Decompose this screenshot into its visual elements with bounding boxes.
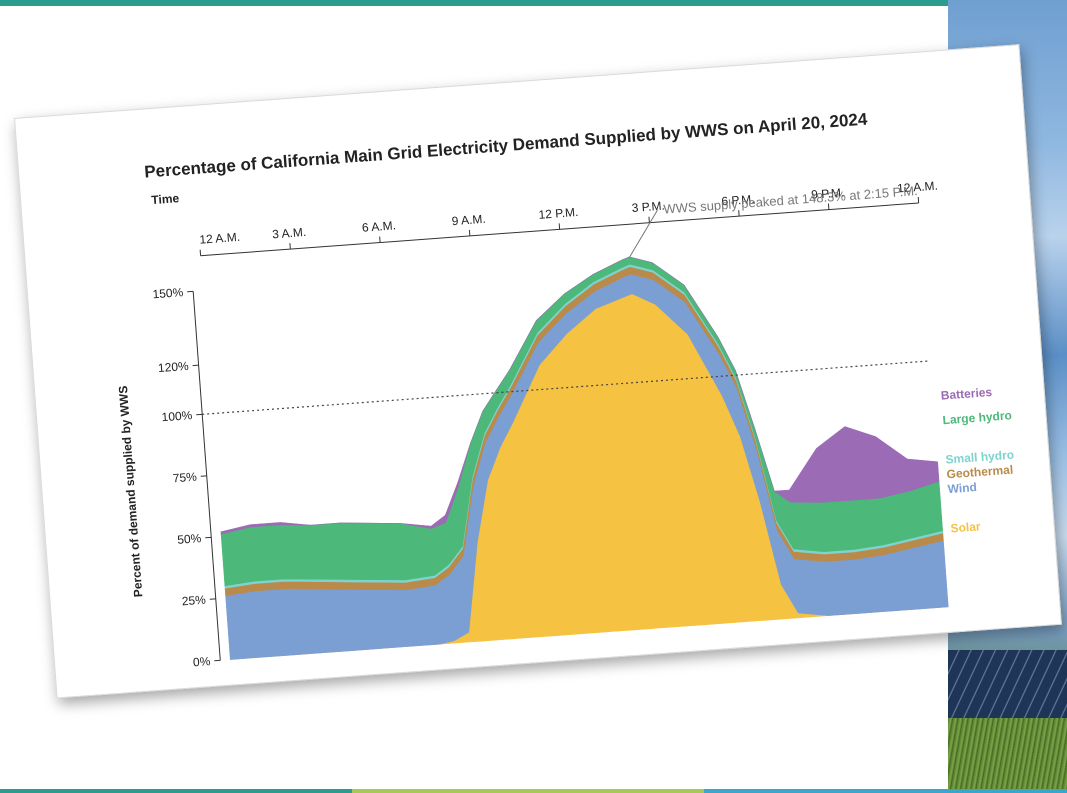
- solar-panel-image: [948, 650, 1067, 720]
- legend-label-geothermal: Geothermal: [946, 463, 1014, 482]
- x-tick-label: 12 P.M.: [538, 205, 579, 222]
- legend-label-solar: Solar: [950, 519, 981, 535]
- legend-label-batteries: Batteries: [940, 385, 993, 403]
- y-tick-label: 50%: [177, 531, 202, 547]
- y-tick-label: 75%: [172, 470, 197, 486]
- x-tick-label: 6 P.M.: [721, 192, 755, 208]
- legend: Batteries Large hydro Small hydroGeotherma…: [940, 385, 1015, 536]
- top-accent-bar: [0, 0, 1067, 6]
- x-tick-label: 12 A.M.: [199, 230, 241, 247]
- reference-line-100: [202, 360, 931, 415]
- grass-image: [948, 718, 1067, 789]
- y-axis: 0% 25% 50% 75% 100% 120% 150%: [152, 285, 221, 669]
- x-tick-label: 6 A.M.: [361, 218, 396, 234]
- reference-line-group: [202, 360, 931, 415]
- y-tick-label: 120%: [157, 359, 189, 375]
- x-tick-label: 3 A.M.: [272, 225, 307, 241]
- stacked-areas: [220, 256, 949, 660]
- y-axis-label: Percent of demand supplied by WWS: [116, 385, 145, 597]
- x-tick-label: 3 P.M.: [631, 199, 665, 215]
- x-axis: 12 A.M. 3 A.M. 6 A.M. 9 A.M. 12 P.M. 3 P.M. 6 …: [199, 179, 939, 257]
- bottom-accent-bar: [0, 789, 1067, 793]
- wws-area-chart: Percentage of California Main Grid Elect…: [116, 109, 1015, 669]
- annotation-group: WWS supply peaked at 148.3% at 2:15 P.M.: [628, 183, 918, 258]
- legend-label-small-hydro: Small hydro: [945, 448, 1015, 467]
- y-tick-label: 100%: [161, 408, 193, 424]
- y-tick-label: 150%: [152, 285, 184, 301]
- area-batteries: [220, 256, 940, 535]
- y-tick-label: 25%: [181, 593, 206, 609]
- legend-label-wind: Wind: [947, 480, 977, 496]
- x-tick-label: 9 A.M.: [451, 212, 486, 228]
- legend-label-large-hydro: Large hydro: [942, 408, 1012, 427]
- chart-title: Percentage of California Main Grid Elect…: [144, 109, 869, 181]
- x-axis-label: Time: [151, 191, 180, 207]
- peak-annotation: WWS supply peaked at 148.3% at 2:15 P.M.: [663, 183, 918, 217]
- x-tick-label: 12 A.M.: [897, 179, 939, 196]
- x-tick-label: 9 P.M.: [811, 185, 845, 201]
- annotation-leader-line: [628, 209, 658, 258]
- chart-card: Percentage of California Main Grid Elect…: [14, 44, 1062, 699]
- y-tick-label: 0%: [192, 654, 211, 669]
